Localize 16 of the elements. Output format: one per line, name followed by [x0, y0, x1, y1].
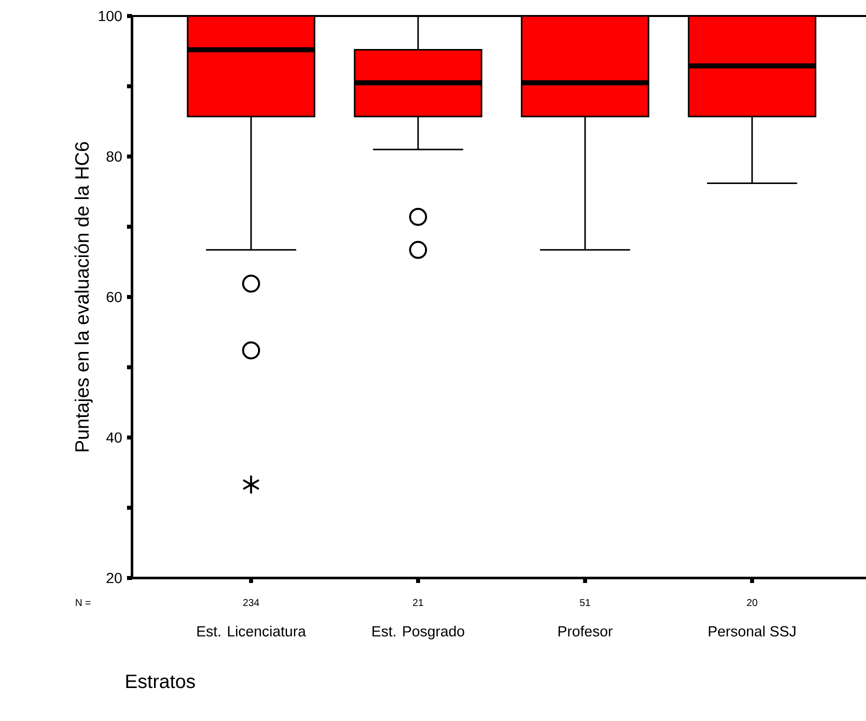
y-axis-title: Puntajes en la evaluación de la HC6: [74, 142, 93, 452]
text: 234: [243, 599, 260, 606]
y-tick-label: 80: [106, 151, 122, 162]
text: 51: [580, 599, 590, 606]
x-tick-label: Profesor: [558, 626, 613, 636]
y-tick-label: 100: [98, 10, 122, 22]
text: 20: [747, 599, 758, 606]
x-tick-label: Personal SSJ: [708, 626, 796, 636]
y-tick-label: 20: [106, 572, 122, 584]
y-tick-label: 40: [106, 432, 122, 443]
y-tick-label: 60: [106, 292, 122, 302]
text: N =: [76, 599, 90, 606]
text: 21: [413, 599, 424, 606]
x-tick-label: Est. Licenciatura: [197, 626, 306, 636]
x-axis-title: Estratos: [126, 674, 195, 688]
x-tick-label: Est. Posgrado: [372, 626, 464, 640]
